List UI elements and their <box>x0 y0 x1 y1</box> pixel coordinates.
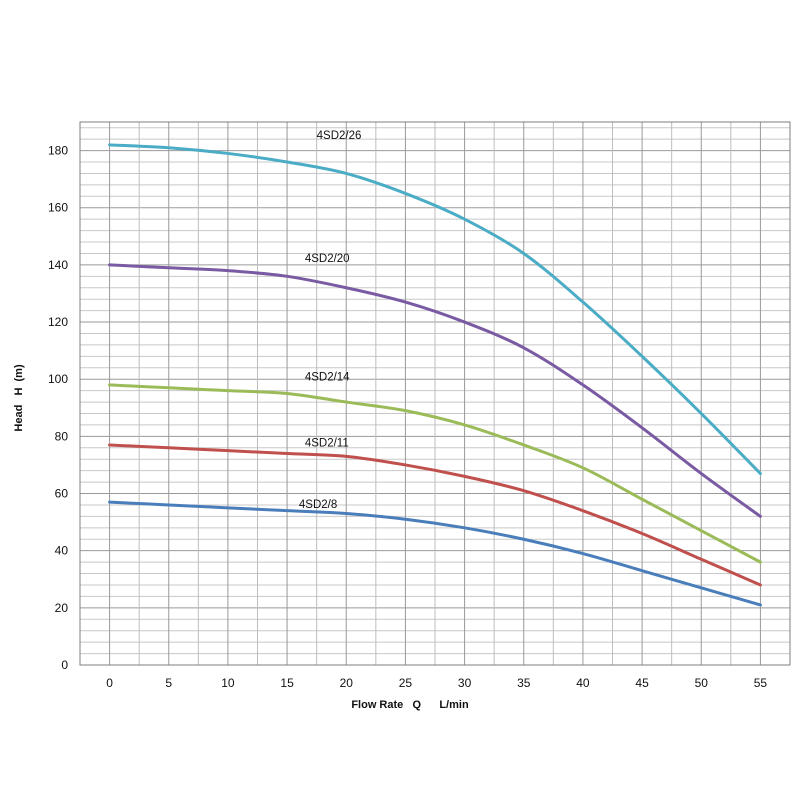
x-tick-label: 5 <box>165 676 172 690</box>
y-tick-label: 160 <box>48 201 68 215</box>
y-tick-label: 120 <box>48 315 68 329</box>
series-label: 4SD2/11 <box>305 437 349 449</box>
x-tick-label: 30 <box>458 676 472 690</box>
x-tick-label: 50 <box>695 676 709 690</box>
y-tick-label: 20 <box>55 601 69 615</box>
series-line-4sd2-14 <box>108 383 762 564</box>
y-tick-label: 0 <box>61 658 68 672</box>
x-tick-label: 25 <box>399 676 413 690</box>
x-tick-label: 10 <box>221 676 235 690</box>
plot-frame <box>79 121 791 666</box>
x-tick-label: 15 <box>280 676 294 690</box>
x-tick-labels: 0 5 10 15 20 25 30 35 40 45 50 55 <box>106 676 767 690</box>
y-tick-label: 180 <box>48 144 68 158</box>
x-tick-label: 0 <box>106 676 113 690</box>
series-label: 4SD2/14 <box>305 372 350 384</box>
y-axis-title: Head H (m) <box>13 364 25 432</box>
y-tick-label: 60 <box>55 487 69 501</box>
x-axis-title: Flow Rate Q L/min <box>351 699 469 711</box>
x-tick-label: 45 <box>635 676 649 690</box>
x-tick-label: 55 <box>754 676 768 690</box>
series-lines <box>108 143 762 607</box>
series-labels: 4SD2/26 4SD2/20 4SD2/14 4SD2/11 4SD2/8 <box>299 130 362 511</box>
series-line-4sd2-8 <box>108 500 762 607</box>
y-tick-label: 80 <box>55 429 69 443</box>
series-line-4sd2-26 <box>108 143 762 476</box>
x-tick-label: 40 <box>576 676 590 690</box>
x-tick-label: 35 <box>517 676 531 690</box>
x-tick-label: 20 <box>340 676 354 690</box>
series-label: 4SD2/8 <box>299 499 337 511</box>
y-tick-labels: 0 20 40 60 80 100 120 140 160 180 <box>48 144 68 672</box>
y-tick-label: 40 <box>55 544 69 558</box>
series-line-4sd2-11 <box>108 443 762 587</box>
series-line-4sd2-20 <box>108 263 762 518</box>
y-tick-label: 100 <box>48 372 68 386</box>
series-label: 4SD2/26 <box>317 130 362 142</box>
series-label: 4SD2/20 <box>305 253 350 265</box>
y-tick-label: 140 <box>48 258 68 272</box>
